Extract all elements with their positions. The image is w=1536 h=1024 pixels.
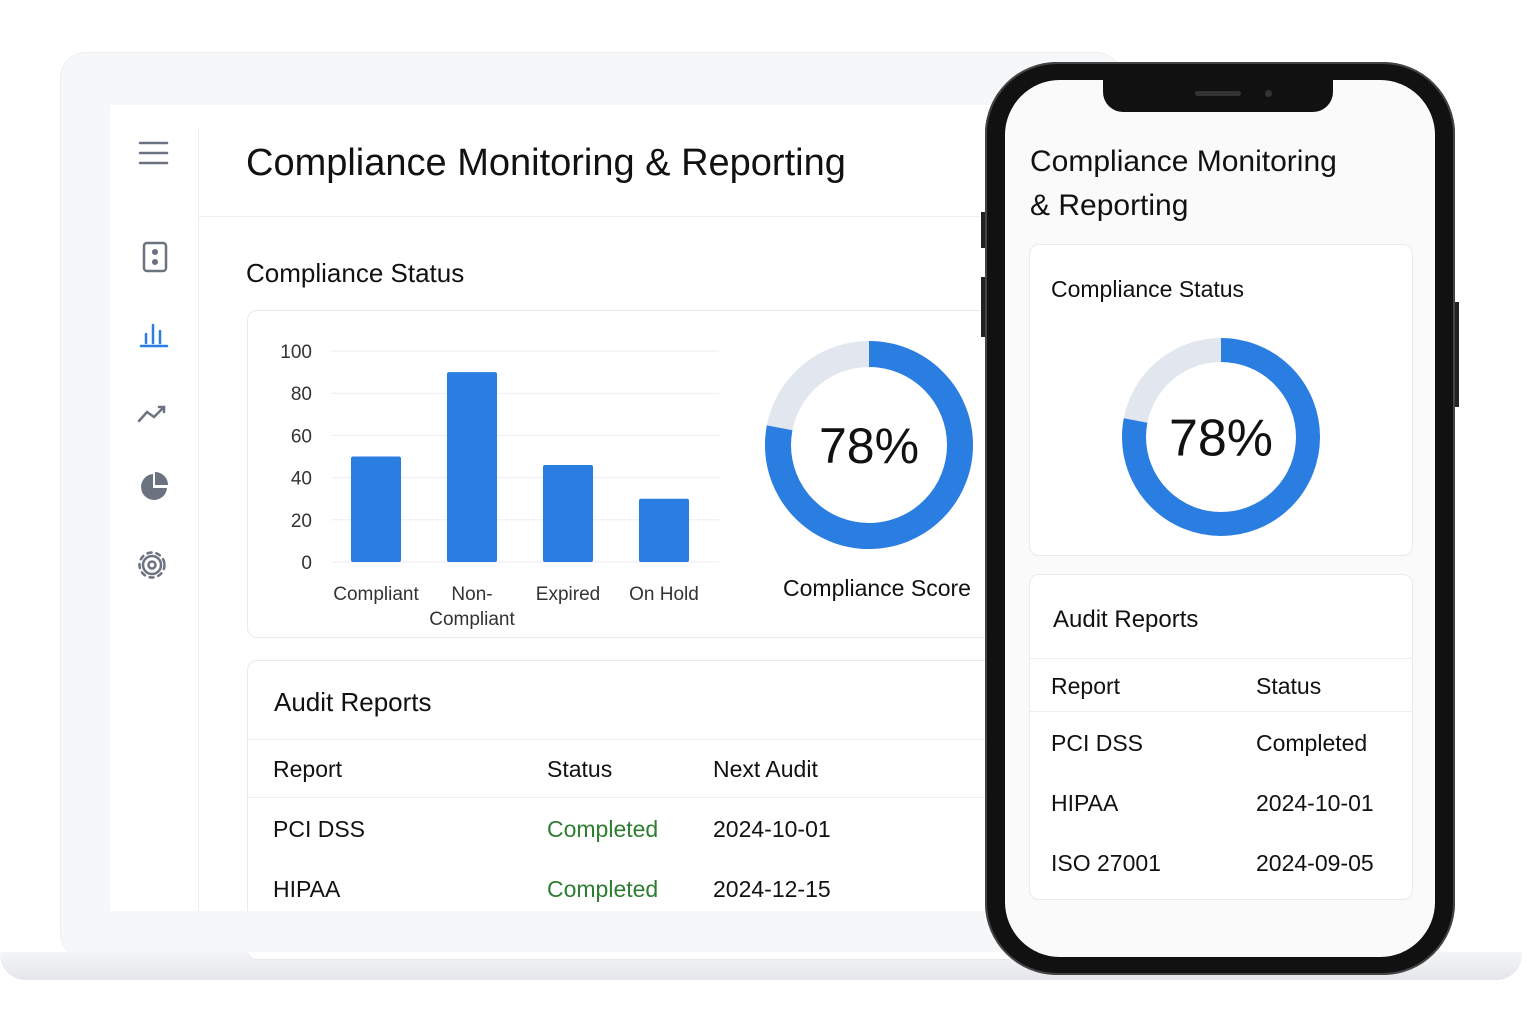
documents-icon[interactable] xyxy=(142,241,168,273)
phone-button xyxy=(981,212,985,248)
y-tick-label: 0 xyxy=(301,553,312,574)
column-header: Status xyxy=(547,756,613,782)
bar-chart-icon[interactable] xyxy=(139,323,169,348)
table-cell: Completed xyxy=(547,816,659,842)
table-cell: PCI DSS xyxy=(1051,730,1144,756)
audit-card: Audit Reports Report Status Next Audit PCI D… xyxy=(247,660,1017,960)
x-tick-label: Compliant xyxy=(333,584,419,605)
table-title: Audit Reports xyxy=(274,687,432,717)
table-cell: PCI DSS xyxy=(273,816,366,842)
phone-audit-card: Audit Reports Report Status PCI DSS Complete… xyxy=(1029,574,1413,900)
table-cell: HIPAA xyxy=(273,876,341,902)
x-tick-label: Expired xyxy=(535,584,601,605)
phone-donut: 78% xyxy=(1122,338,1320,536)
donut-arc xyxy=(765,341,973,549)
row-divider xyxy=(248,739,1016,740)
section-title: Compliance Status xyxy=(1051,276,1245,302)
notch xyxy=(1103,80,1333,112)
bar-chart: 0 20 40 60 80 100 xyxy=(280,342,719,574)
phone-status-card: Compliance Status 78% xyxy=(1029,244,1413,556)
y-tick-label: 80 xyxy=(291,384,312,405)
page-title: Compliance Monitoring & Reporting xyxy=(246,142,846,184)
table-cell: 2024-10-01 xyxy=(1256,790,1374,816)
y-tick-label: 60 xyxy=(291,426,312,447)
y-tick-label: 100 xyxy=(280,342,312,363)
sidebar-divider xyxy=(198,127,199,911)
camera xyxy=(1265,90,1272,97)
column-header: Next Audit xyxy=(713,756,818,782)
table-cell: 2024-12-15 xyxy=(713,876,831,902)
bar xyxy=(639,498,689,562)
sidebar xyxy=(137,141,169,579)
column-header: Report xyxy=(273,756,343,782)
speaker xyxy=(1195,91,1241,96)
section-title: Compliance Status xyxy=(246,258,465,288)
row-divider xyxy=(1030,658,1412,659)
pie-icon[interactable] xyxy=(141,472,168,500)
bar xyxy=(351,456,401,562)
x-tick-label: Non-Compliant xyxy=(429,584,515,630)
table-title: Audit Reports xyxy=(1053,606,1199,633)
donut-value-label: 78% xyxy=(1169,410,1273,468)
phone-button xyxy=(1455,302,1459,407)
y-tick-label: 20 xyxy=(291,511,312,532)
phone-button xyxy=(981,277,985,337)
table-cell: HIPAA xyxy=(1051,790,1119,816)
header-divider xyxy=(199,216,1010,217)
table-cell: Completed xyxy=(1256,730,1368,756)
menu-icon[interactable] xyxy=(138,141,169,165)
table-cell: 2024-10-01 xyxy=(713,816,831,842)
screen-bottom-mask xyxy=(110,911,1010,952)
table-cell: 2024-09-05 xyxy=(1256,850,1374,876)
x-tick-label: On Hold xyxy=(629,584,699,605)
bar xyxy=(447,372,497,562)
settings-icon[interactable] xyxy=(138,551,166,579)
donut-value-label: 78% xyxy=(819,418,919,474)
column-header: Status xyxy=(1256,673,1322,699)
row-divider xyxy=(248,797,1016,798)
table-cell: Completed xyxy=(547,876,659,902)
trend-icon[interactable] xyxy=(137,405,166,423)
y-tick-label: 40 xyxy=(291,469,312,490)
column-header: Report xyxy=(1051,673,1121,699)
donut-arc xyxy=(1122,338,1320,536)
bar xyxy=(543,464,593,562)
score-donut: 78% Compliance Score xyxy=(765,341,973,601)
donut-title: Compliance Score xyxy=(783,575,971,601)
row-divider xyxy=(1030,711,1412,712)
phone-title: Compliance Monitoring & Reporting xyxy=(1030,145,1337,222)
status-card: 0 20 40 60 80 100 78% Compliance Score Complia… xyxy=(247,310,1017,638)
table-cell: ISO 27001 xyxy=(1051,850,1161,876)
